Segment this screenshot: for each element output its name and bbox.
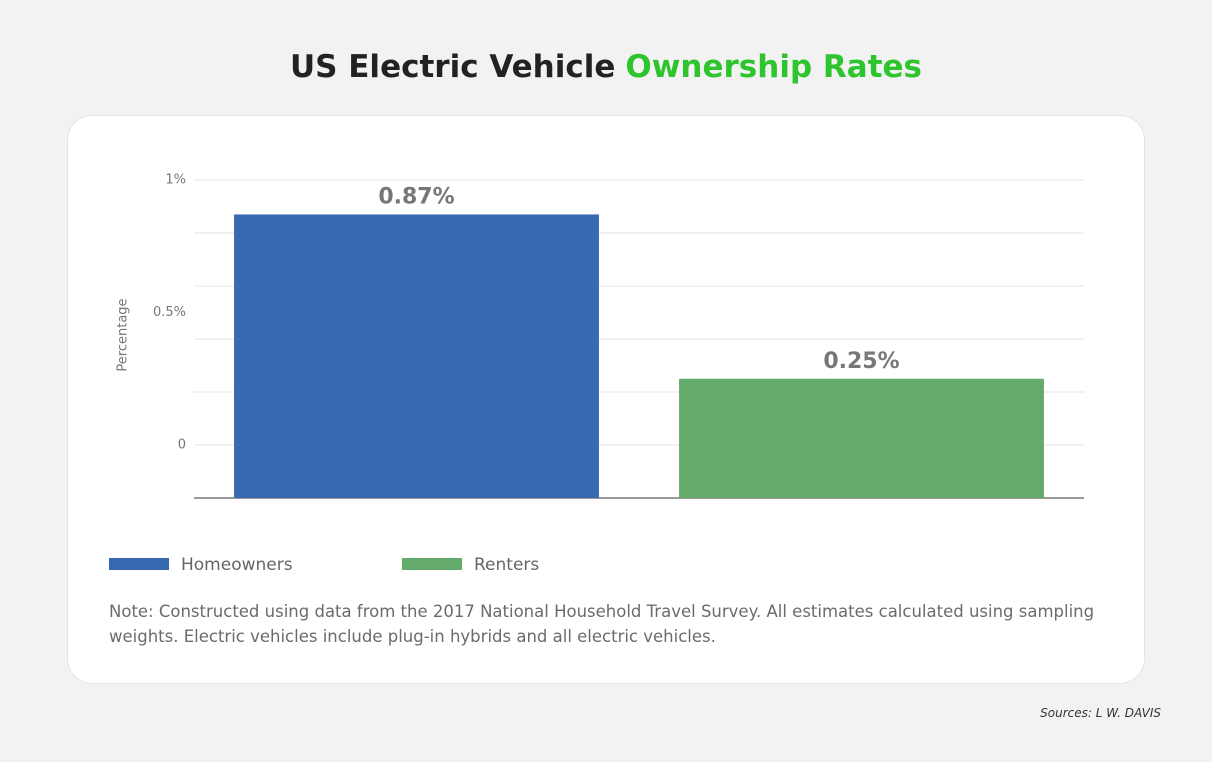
source: Sources: L W. DAVIS bbox=[1040, 706, 1161, 720]
bar bbox=[234, 214, 599, 498]
y-axis-label: Percentage bbox=[116, 298, 131, 371]
legend-label: Renters bbox=[474, 555, 539, 575]
value-label: 0.87% bbox=[378, 184, 454, 209]
y-tick-label: 0 bbox=[178, 438, 186, 453]
chart-title: US Electric Vehicle Ownership Rates bbox=[290, 49, 922, 85]
title-highlight: Ownership Rates bbox=[625, 49, 922, 85]
legend-swatch bbox=[402, 558, 462, 570]
bar bbox=[679, 378, 1044, 498]
legend-label: Homeowners bbox=[181, 555, 293, 575]
value-label: 0.25% bbox=[823, 349, 899, 374]
y-tick-label: 0.5% bbox=[153, 305, 186, 320]
y-tick-label: 1% bbox=[165, 173, 186, 188]
title-main: US Electric Vehicle bbox=[290, 49, 615, 85]
note: Note: Constructed using data from the 20… bbox=[109, 602, 1095, 646]
legend-swatch bbox=[109, 558, 169, 570]
